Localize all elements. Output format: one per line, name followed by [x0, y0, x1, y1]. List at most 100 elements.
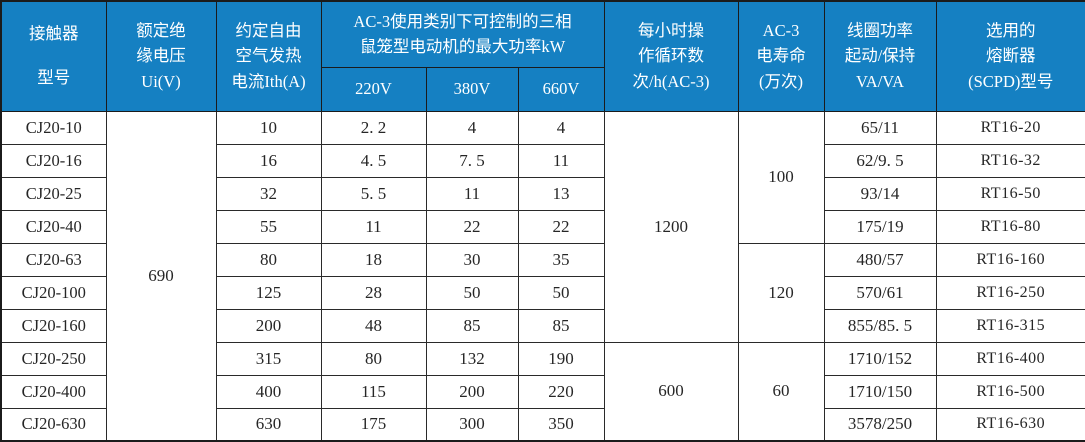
coil-power-cell: 93/14 — [823, 176, 937, 211]
cycles-merged-cell-600: 600 — [603, 341, 739, 442]
table-row: CJ20-10 690 10 2. 2 4 4 1200 100 65/11 R… — [0, 110, 1085, 442]
model-cell: CJ20-63 — [0, 242, 107, 277]
power-380v-cell: 300 — [425, 407, 519, 442]
power-380v-cell: 30 — [425, 242, 519, 277]
power-660v-cell: 13 — [517, 176, 605, 211]
cycles-merged-cell-1200: 1200 — [603, 110, 739, 343]
header-cycles-per-hour: 每小时操 作循环数 次/h(AC-3) — [603, 0, 739, 112]
table-row: CJ20-16 16 4. 5 7. 5 11 62/9. 5 RT16-32 — [0, 143, 1085, 178]
power-660v-cell: 190 — [517, 341, 605, 376]
model-cell: CJ20-25 — [0, 176, 107, 211]
fuse-cell: RT16-32 — [935, 143, 1085, 178]
table-row: CJ20-400 400 115 200 220 1710/150 RT16-5… — [0, 374, 1085, 409]
power-660v-cell: 50 — [517, 275, 605, 310]
power-220v-cell: 28 — [320, 275, 427, 310]
coil-power-cell: 65/11 — [823, 110, 937, 145]
table-row: CJ20-63 80 18 30 35 120 480/57 RT16-160 — [0, 242, 1085, 343]
coil-power-cell: 62/9. 5 — [823, 143, 937, 178]
power-220v-cell: 4. 5 — [320, 143, 427, 178]
model-cell: CJ20-100 — [0, 275, 107, 310]
model-cell: CJ20-40 — [0, 209, 107, 244]
model-cell: CJ20-630 — [0, 407, 107, 442]
model-cell: CJ20-160 — [0, 308, 107, 343]
power-660v-cell: 22 — [517, 209, 605, 244]
ith-cell: 16 — [215, 143, 322, 178]
header-insulation-voltage: 额定绝 缘电压 Ui(V) — [105, 0, 217, 112]
table-row: CJ20-160 200 48 85 85 855/85. 5 RT16-315 — [0, 308, 1085, 343]
model-cell: CJ20-400 — [0, 374, 107, 409]
ith-cell: 315 — [215, 341, 322, 376]
header-model: 接触器 型号 — [0, 0, 107, 112]
fuse-cell: RT16-160 — [935, 242, 1085, 277]
fuse-cell: RT16-400 — [935, 341, 1085, 376]
power-220v-cell: 11 — [320, 209, 427, 244]
fuse-cell: RT16-250 — [935, 275, 1085, 310]
table-row: CJ20-40 55 11 22 22 175/19 RT16-80 — [0, 209, 1085, 244]
table-row: CJ20-25 32 5. 5 11 13 93/14 RT16-50 — [0, 176, 1085, 211]
ith-cell: 55 — [215, 209, 322, 244]
power-220v-cell: 5. 5 — [320, 176, 427, 211]
header-thermal-current: 约定自由 空气发热 电流Ith(A) — [215, 0, 322, 112]
power-380v-cell: 4 — [425, 110, 519, 145]
coil-power-cell: 1710/152 — [823, 341, 937, 376]
coil-power-cell: 570/61 — [823, 275, 937, 310]
power-380v-cell: 132 — [425, 341, 519, 376]
power-660v-cell: 11 — [517, 143, 605, 178]
power-380v-cell: 7. 5 — [425, 143, 519, 178]
coil-power-cell: 855/85. 5 — [823, 308, 937, 343]
fuse-cell: RT16-630 — [935, 407, 1085, 442]
header-electrical-life: AC-3 电寿命 (万次) — [737, 0, 825, 112]
table-row: CJ20-250 315 80 132 190 600 60 1710/152 … — [0, 341, 1085, 442]
life-merged-cell-60: 60 — [737, 341, 825, 442]
power-380v-cell: 50 — [425, 275, 519, 310]
ith-cell: 125 — [215, 275, 322, 310]
table-header: 接触器 型号 额定绝 缘电压 Ui(V) 约定自由 空气发热 电流Ith(A) … — [0, 0, 1085, 112]
fuse-cell: RT16-50 — [935, 176, 1085, 211]
power-380v-cell: 11 — [425, 176, 519, 211]
coil-power-cell: 1710/150 — [823, 374, 937, 409]
power-660v-cell: 220 — [517, 374, 605, 409]
ith-cell: 80 — [215, 242, 322, 277]
fuse-cell: RT16-20 — [935, 110, 1085, 145]
power-220v-cell: 175 — [320, 407, 427, 442]
table-row: CJ20-630 630 175 300 350 3578/250 RT16-6… — [0, 407, 1085, 442]
coil-power-cell: 175/19 — [823, 209, 937, 244]
model-cell: CJ20-10 — [0, 110, 107, 145]
ith-cell: 400 — [215, 374, 322, 409]
ith-cell: 32 — [215, 176, 322, 211]
ith-cell: 200 — [215, 308, 322, 343]
fuse-cell: RT16-80 — [935, 209, 1085, 244]
model-cell: CJ20-250 — [0, 341, 107, 376]
power-220v-cell: 2. 2 — [320, 110, 427, 145]
header-660v: 660V — [517, 66, 605, 112]
header-220v: 220V — [320, 66, 427, 112]
power-380v-cell: 85 — [425, 308, 519, 343]
power-220v-cell: 48 — [320, 308, 427, 343]
power-660v-cell: 4 — [517, 110, 605, 145]
power-660v-cell: 35 — [517, 242, 605, 277]
power-380v-cell: 22 — [425, 209, 519, 244]
table-row: CJ20-100 125 28 50 50 570/61 RT16-250 — [0, 275, 1085, 310]
model-cell: CJ20-16 — [0, 143, 107, 178]
table-body: CJ20-10 690 10 2. 2 4 4 1200 100 65/11 R… — [0, 110, 1085, 442]
fuse-cell: RT16-500 — [935, 374, 1085, 409]
insulation-voltage-merged-cell: 690 — [105, 110, 217, 442]
coil-power-cell: 480/57 — [823, 242, 937, 277]
ith-cell: 630 — [215, 407, 322, 442]
life-merged-cell-120: 120 — [737, 242, 825, 343]
coil-power-cell: 3578/250 — [823, 407, 937, 442]
power-220v-cell: 80 — [320, 341, 427, 376]
life-merged-cell-100: 100 — [737, 110, 825, 244]
header-coil-power: 线圈功率 起动/保持 VA/VA — [823, 0, 937, 112]
ith-cell: 10 — [215, 110, 322, 145]
header-ac3-power-group: AC-3使用类别下可控制的三相 鼠笼型电动机的最大功率kW — [320, 0, 605, 68]
power-660v-cell: 85 — [517, 308, 605, 343]
power-660v-cell: 350 — [517, 407, 605, 442]
fuse-cell: RT16-315 — [935, 308, 1085, 343]
header-fuse-type: 选用的 熔断器 (SCPD)型号 — [935, 0, 1085, 112]
power-220v-cell: 115 — [320, 374, 427, 409]
header-380v: 380V — [425, 66, 519, 112]
power-220v-cell: 18 — [320, 242, 427, 277]
power-380v-cell: 200 — [425, 374, 519, 409]
